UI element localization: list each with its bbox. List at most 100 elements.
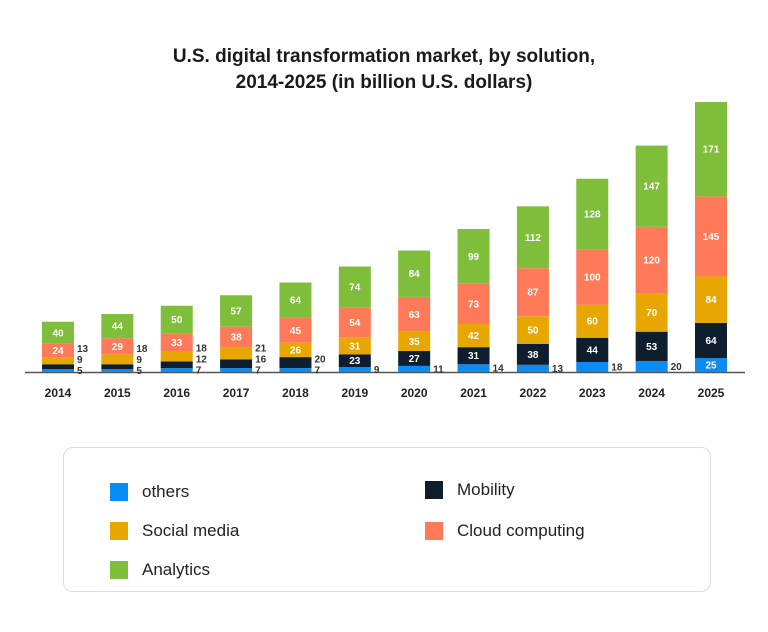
data-label: 5 <box>136 366 142 377</box>
data-label: 171 <box>703 145 720 156</box>
bar-cloud-computing-2016 <box>160 333 193 352</box>
chart-title: U.S. digital transformation market, by s… <box>0 44 768 96</box>
data-label: 7 <box>255 366 261 377</box>
data-label: 31 <box>349 341 361 352</box>
bar-social-media-2025 <box>695 276 727 323</box>
x-tick-label: 2018 <box>282 386 309 400</box>
bar-mobility-2017 <box>220 359 253 369</box>
data-label: 84 <box>705 295 717 306</box>
legend: others Social media Analytics Mobility C… <box>63 447 711 592</box>
x-tick-label: 2015 <box>104 386 131 400</box>
data-label: 44 <box>112 322 124 333</box>
bar-analytics-2015 <box>101 314 134 339</box>
bar-mobility-2021 <box>457 347 490 365</box>
legend-swatch <box>425 481 443 499</box>
bar-others-2021 <box>457 364 490 372</box>
bar-cloud-computing-2022 <box>516 268 549 317</box>
bar-mobility-2014 <box>42 364 74 370</box>
data-label: 42 <box>468 331 480 342</box>
bar-cloud-computing-2021 <box>457 283 490 324</box>
bar-analytics-2018 <box>279 282 312 318</box>
data-label: 40 <box>52 328 64 339</box>
data-label: 18 <box>196 344 208 355</box>
data-label: 57 <box>231 306 243 317</box>
stacked-bar-chart: 5913244020145918294420157121833502016716… <box>25 102 745 400</box>
bar-social-media-2017 <box>220 347 253 360</box>
legend-swatch <box>110 561 128 579</box>
data-label: 24 <box>52 346 64 357</box>
data-label: 63 <box>409 310 421 321</box>
bar-others-2019 <box>338 367 371 372</box>
bar-social-media-2014 <box>42 357 74 365</box>
data-label: 21 <box>255 344 267 355</box>
bar-mobility-2018 <box>279 357 312 369</box>
x-tick-label: 2020 <box>401 386 428 400</box>
data-label: 18 <box>136 344 148 355</box>
bar-social-media-2016 <box>160 351 193 362</box>
bar-others-2024 <box>635 360 668 372</box>
legend-label: Analytics <box>142 560 211 579</box>
bar-cloud-computing-2018 <box>279 317 312 343</box>
data-label: 9 <box>136 355 142 366</box>
data-label: 87 <box>527 288 539 299</box>
bar-cloud-computing-2015 <box>101 338 134 355</box>
data-label: 13 <box>77 344 89 355</box>
legend-label: Social media <box>142 521 240 540</box>
bar-analytics-2014 <box>42 321 74 344</box>
x-tick-label: 2024 <box>638 386 665 400</box>
data-label: 12 <box>196 355 208 366</box>
data-label: 9 <box>374 365 380 376</box>
data-label: 18 <box>611 363 623 374</box>
data-label: 70 <box>646 308 658 319</box>
bar-cloud-computing-2024 <box>635 226 668 294</box>
x-tick-label: 2021 <box>460 386 487 400</box>
legend-swatch <box>110 522 128 540</box>
data-label: 7 <box>314 366 320 377</box>
data-label: 31 <box>468 351 480 362</box>
bar-others-2025 <box>695 358 727 372</box>
data-label: 27 <box>409 354 421 365</box>
x-tick-label: 2023 <box>579 386 606 400</box>
bar-mobility-2022 <box>516 343 549 365</box>
bar-mobility-2023 <box>576 337 609 363</box>
chart-title-line2: 2014-2025 (in billion U.S. dollars) <box>235 72 533 93</box>
bar-social-media-2024 <box>635 293 668 332</box>
bar-others-2018 <box>279 368 312 372</box>
data-label: 84 <box>409 269 421 280</box>
bar-analytics-2025 <box>695 102 727 197</box>
bar-others-2015 <box>101 369 134 372</box>
legend-item-cloud-computing: Cloud computing <box>425 521 585 541</box>
data-label: 53 <box>646 342 658 353</box>
data-label: 20 <box>671 362 683 373</box>
bar-mobility-2024 <box>635 331 668 361</box>
data-label: 145 <box>703 232 720 243</box>
bar-others-2020 <box>398 365 431 372</box>
bar-mobility-2019 <box>338 354 371 368</box>
bar-analytics-2024 <box>635 145 668 227</box>
bar-social-media-2023 <box>576 304 609 338</box>
bar-social-media-2015 <box>101 354 134 365</box>
data-label: 50 <box>171 315 183 326</box>
data-label: 45 <box>290 326 302 337</box>
bar-others-2023 <box>576 362 609 372</box>
data-label: 11 <box>433 364 444 375</box>
bar-mobility-2020 <box>398 351 431 366</box>
bar-social-media-2019 <box>338 337 371 355</box>
bar-cloud-computing-2017 <box>220 326 253 348</box>
data-label: 73 <box>468 299 480 310</box>
bar-analytics-2023 <box>576 178 609 250</box>
x-tick-label: 2019 <box>341 386 368 400</box>
bar-mobility-2016 <box>160 361 193 369</box>
bar-cloud-computing-2019 <box>338 307 371 338</box>
legend-item-social-media: Social media <box>110 521 239 541</box>
data-label: 120 <box>643 255 660 266</box>
legend-item-others: others <box>110 482 189 502</box>
bar-social-media-2021 <box>457 323 490 348</box>
bar-cloud-computing-2020 <box>398 296 431 332</box>
bar-cloud-computing-2014 <box>42 343 74 358</box>
bar-mobility-2025 <box>695 322 727 359</box>
bar-mobility-2015 <box>101 364 134 370</box>
bar-analytics-2017 <box>220 295 253 327</box>
x-tick-label: 2017 <box>223 386 250 400</box>
x-tick-label: 2025 <box>698 386 725 400</box>
